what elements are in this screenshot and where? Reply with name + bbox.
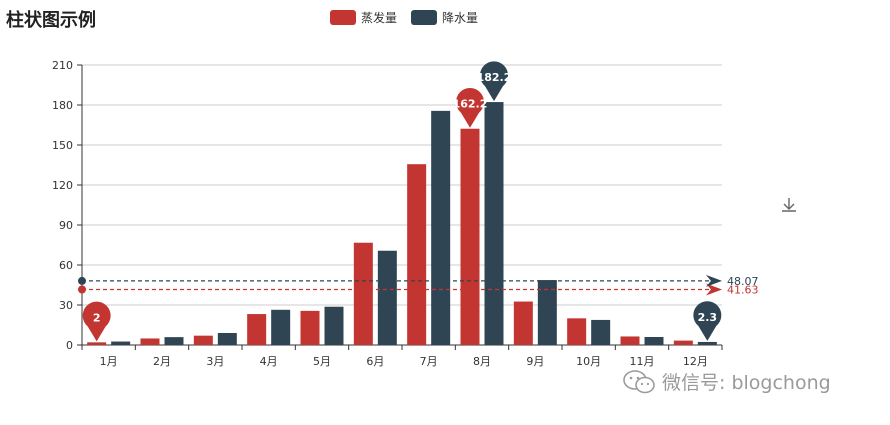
bar: [111, 341, 131, 345]
markpoint-label: 182.2: [477, 71, 512, 84]
bar: [644, 337, 664, 345]
bar: [271, 309, 291, 345]
bar: [247, 314, 267, 345]
bar: [673, 340, 693, 345]
markpoint-pin: [82, 301, 111, 342]
markpoint-label: 162.2: [453, 98, 488, 111]
bar: [87, 342, 107, 345]
download-icon[interactable]: [780, 196, 798, 214]
bar: [513, 301, 533, 345]
bar: [324, 306, 344, 345]
bar: [377, 250, 397, 345]
bar: [591, 319, 611, 345]
wechat-icon: [623, 369, 655, 393]
x-tick-label: 9月: [526, 355, 544, 368]
legend-item-series-1[interactable]: 蒸发量: [330, 9, 397, 26]
x-tick-label: 6月: [366, 355, 384, 368]
average-line-arrow: [706, 274, 722, 287]
bar: [164, 337, 184, 345]
y-tick-label: 30: [59, 299, 73, 312]
x-tick-label: 2月: [153, 355, 171, 368]
x-tick-label: 3月: [206, 355, 224, 368]
bar: [140, 338, 160, 345]
bar: [300, 310, 320, 345]
y-tick-label: 120: [52, 179, 73, 192]
y-tick-label: 180: [52, 99, 73, 112]
x-tick-label: 5月: [313, 355, 331, 368]
average-line-label: 41.63: [727, 283, 759, 296]
markpoint-pin: [693, 301, 722, 341]
bar: [460, 128, 480, 345]
x-tick-label: 1月: [100, 355, 118, 368]
legend: 蒸发量 降水量: [330, 9, 478, 26]
x-tick-label: 7月: [420, 355, 438, 368]
x-tick-label: 8月: [473, 355, 491, 368]
bar: [567, 318, 587, 345]
y-tick-label: 0: [66, 339, 73, 352]
markpoint-pin: [480, 61, 508, 102]
legend-swatch-series-1: [330, 10, 356, 25]
x-tick-label: 11月: [630, 355, 655, 368]
bar: [193, 335, 213, 345]
bar: [431, 110, 451, 345]
markpoint-label: 2.3: [698, 311, 718, 324]
bar: [620, 336, 640, 345]
bar: [407, 164, 427, 345]
bar: [353, 242, 373, 345]
legend-label-series-1: 蒸发量: [361, 11, 398, 25]
average-line-label: 48.07: [727, 275, 759, 288]
watermark: 微信号: blogchong: [622, 368, 831, 395]
watermark-text: 微信号: blogchong: [662, 372, 831, 394]
y-tick-label: 210: [52, 59, 73, 72]
markpoint-pin: [456, 88, 484, 128]
bar: [697, 341, 717, 345]
bar: [217, 333, 237, 345]
markpoint-label: 2: [93, 311, 101, 324]
average-line-arrow: [706, 283, 722, 296]
x-tick-label: 12月: [683, 355, 708, 368]
legend-label-series-2: 降水量: [442, 11, 479, 25]
bar: [484, 102, 504, 345]
y-tick-label: 150: [52, 139, 73, 152]
x-tick-label: 10月: [576, 355, 601, 368]
bar: [537, 280, 557, 345]
y-tick-label: 60: [59, 259, 73, 272]
legend-swatch-series-2: [411, 10, 438, 25]
x-tick-label: 4月: [260, 355, 278, 368]
legend-item-series-2[interactable]: 降水量: [411, 9, 478, 26]
chart-title: 柱状图示例: [6, 10, 96, 31]
y-tick-label: 90: [59, 219, 73, 232]
